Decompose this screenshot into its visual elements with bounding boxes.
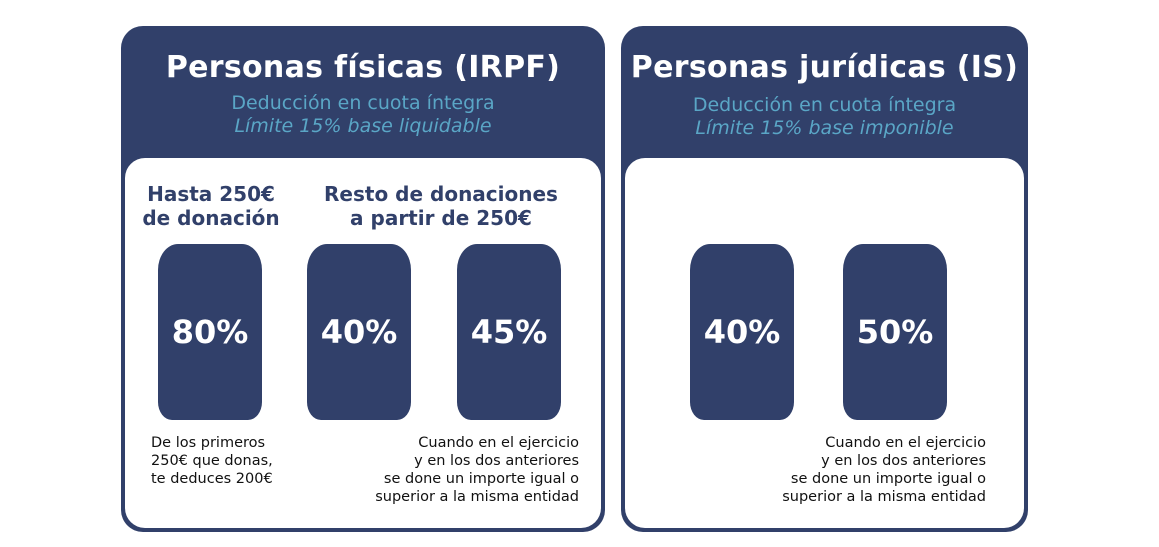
is-title: Personas jurídicas (IS)	[630, 50, 1019, 85]
irpf-note-left-line2: 250€ que donas,	[151, 453, 273, 469]
is-note-right: Cuando en el ejercicio y en los dos ante…	[782, 434, 986, 506]
irpf-title: Personas físicas (IRPF)	[165, 50, 561, 85]
irpf-percent-40: 40%	[320, 313, 398, 351]
irpf-note-right-line1: Cuando en el ejercicio	[418, 435, 579, 451]
irpf-limit: Límite 15% base liquidable	[234, 115, 492, 137]
is-note-right-line2: y en los dos anteriores	[821, 453, 986, 469]
is-note-right-line3: se done un importe igual o	[790, 471, 986, 487]
irpf-percent-45-block: 45%	[457, 244, 561, 420]
is-limit: Límite 15% base imponible	[695, 117, 954, 139]
is-percent-50: 50%	[856, 313, 934, 351]
irpf-col1-heading-line1: Hasta 250€	[147, 182, 275, 206]
irpf-subtitle: Deducción en cuota íntegra	[231, 92, 495, 114]
irpf-inner-panel: Hasta 250€ de donación Resto de donacion…	[125, 158, 601, 528]
is-inner-panel: 40% 50% Cuando en el ejercicio y en los …	[625, 158, 1024, 528]
irpf-col1-heading-line2: de donación	[142, 206, 280, 230]
irpf-percent-45: 45%	[470, 313, 548, 351]
is-note-right-line1: Cuando en el ejercicio	[825, 435, 986, 451]
is-percent-40-block: 40%	[690, 244, 794, 420]
irpf-col1-heading: Hasta 250€ de donación	[131, 182, 291, 230]
irpf-col2-heading: Resto de donaciones a partir de 250€	[311, 182, 571, 230]
irpf-note-right: Cuando en el ejercicio y en los dos ante…	[375, 434, 579, 506]
irpf-note-left-line1: De los primeros	[151, 435, 266, 451]
irpf-card: Personas físicas (IRPF) Deducción en cuo…	[121, 26, 605, 532]
is-percent-40: 40%	[703, 313, 781, 351]
irpf-col2-heading-line1: Resto de donaciones	[324, 182, 558, 206]
irpf-note-left-line3: te deduces 200€	[151, 471, 273, 487]
is-subtitle: Deducción en cuota íntegra	[692, 94, 957, 116]
is-percent-50-block: 50%	[843, 244, 947, 420]
irpf-percent-40-block: 40%	[307, 244, 411, 420]
irpf-note-right-line4: superior a la misma entidad	[375, 489, 579, 505]
is-card: Personas jurídicas (IS) Deducción en cuo…	[621, 26, 1028, 532]
irpf-note-left: De los primeros 250€ que donas, te deduc…	[151, 434, 273, 488]
irpf-percent-80: 80%	[171, 313, 249, 351]
irpf-col2-heading-line2: a partir de 250€	[350, 206, 532, 230]
is-note-right-line4: superior a la misma entidad	[782, 489, 986, 505]
irpf-percent-80-block: 80%	[158, 244, 262, 420]
irpf-note-right-line3: se done un importe igual o	[383, 471, 579, 487]
irpf-note-right-line2: y en los dos anteriores	[414, 453, 579, 469]
